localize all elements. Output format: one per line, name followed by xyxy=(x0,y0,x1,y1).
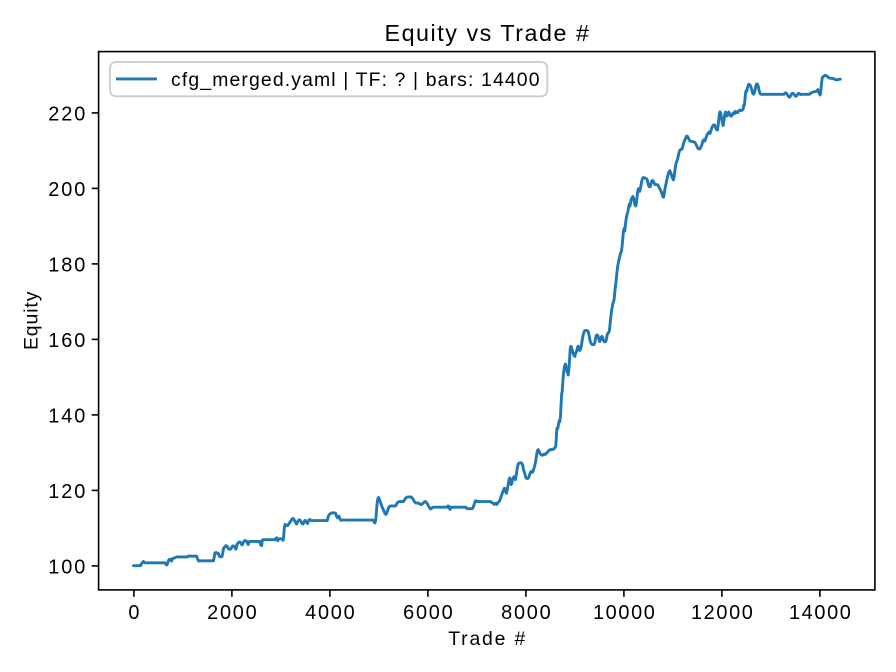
svg-text:Equity: Equity xyxy=(20,291,42,350)
svg-text:6000: 6000 xyxy=(403,602,453,624)
svg-text:2000: 2000 xyxy=(207,602,257,624)
svg-text:100: 100 xyxy=(48,557,85,579)
svg-text:8000: 8000 xyxy=(501,602,551,624)
svg-text:180: 180 xyxy=(48,255,85,277)
svg-text:cfg_merged.yaml | TF: ? | bars: cfg_merged.yaml | TF: ? | bars: 14400 xyxy=(171,69,540,91)
svg-text:160: 160 xyxy=(48,330,85,352)
svg-text:140: 140 xyxy=(48,406,85,428)
svg-text:10000: 10000 xyxy=(593,602,655,624)
svg-text:120: 120 xyxy=(48,481,85,503)
svg-text:220: 220 xyxy=(48,104,85,126)
svg-text:14000: 14000 xyxy=(789,602,851,624)
svg-text:Equity vs Trade #: Equity vs Trade # xyxy=(385,20,590,46)
svg-text:200: 200 xyxy=(48,179,85,201)
svg-text:4000: 4000 xyxy=(305,602,355,624)
svg-text:0: 0 xyxy=(128,602,139,624)
svg-text:12000: 12000 xyxy=(691,602,753,624)
